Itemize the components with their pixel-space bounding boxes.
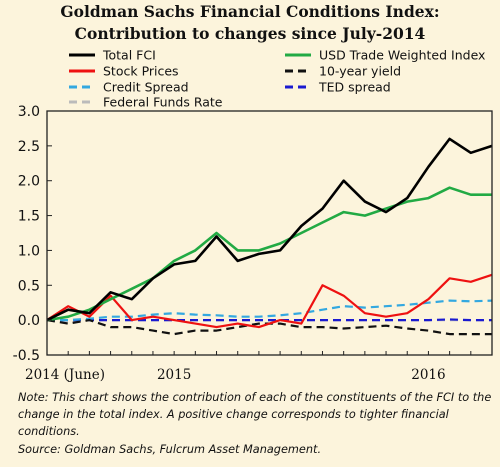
series-line-total-fci (46, 137, 493, 322)
y-tick-label: 0.0 (18, 313, 40, 329)
x-tick-label: 2016 (411, 367, 445, 383)
legend-label: Total FCI (102, 48, 156, 63)
series-line-ted-spread (47, 318, 492, 322)
series-line-10-year-yield (46, 319, 492, 336)
x-tick-label: 2014 (June) (25, 367, 105, 383)
plot-frame (46, 110, 493, 356)
legend-label: 10-year yield (319, 64, 401, 79)
y-tick-label: 0.5 (18, 278, 40, 294)
chart-title: Goldman Sachs Financial Conditions Index… (60, 2, 440, 21)
legend: Total FCI USD Trade Weighted Index Stock P… (69, 48, 485, 110)
axes: -0.5 0.0 0.5 1.0 1.5 2.0 2.5 3.0 2014 (June) 2015… (13, 104, 493, 383)
x-tick-label: 2015 (157, 367, 191, 383)
legend-label: Credit Spread (103, 80, 189, 95)
chart-source: Source: Goldman Sachs, Fulcrum Asset Man… (18, 443, 322, 456)
legend-label: TED spread (318, 80, 391, 95)
y-tick-label: 1.5 (18, 209, 40, 225)
chart-note: Note: This chart shows the contribution … (18, 391, 492, 438)
y-tick-label: 1.0 (18, 243, 40, 259)
y-tick-label: -0.5 (13, 348, 40, 364)
legend-label: USD Trade Weighted Index (319, 48, 485, 63)
plot-area (46, 137, 493, 336)
legend-label: Stock Prices (103, 64, 179, 79)
series-line-stock-prices (46, 273, 493, 329)
series-line-usd-trade-weighted-index (46, 186, 492, 322)
chart-subtitle: Contribution to changes since July-2014 (74, 24, 426, 43)
series-line-credit-spread (47, 299, 493, 322)
y-tick-label: 3.0 (18, 104, 40, 120)
legend-label: Federal Funds Rate (103, 95, 223, 110)
y-tick-label: 2.5 (18, 139, 40, 155)
y-tick-label: 2.0 (18, 174, 40, 190)
